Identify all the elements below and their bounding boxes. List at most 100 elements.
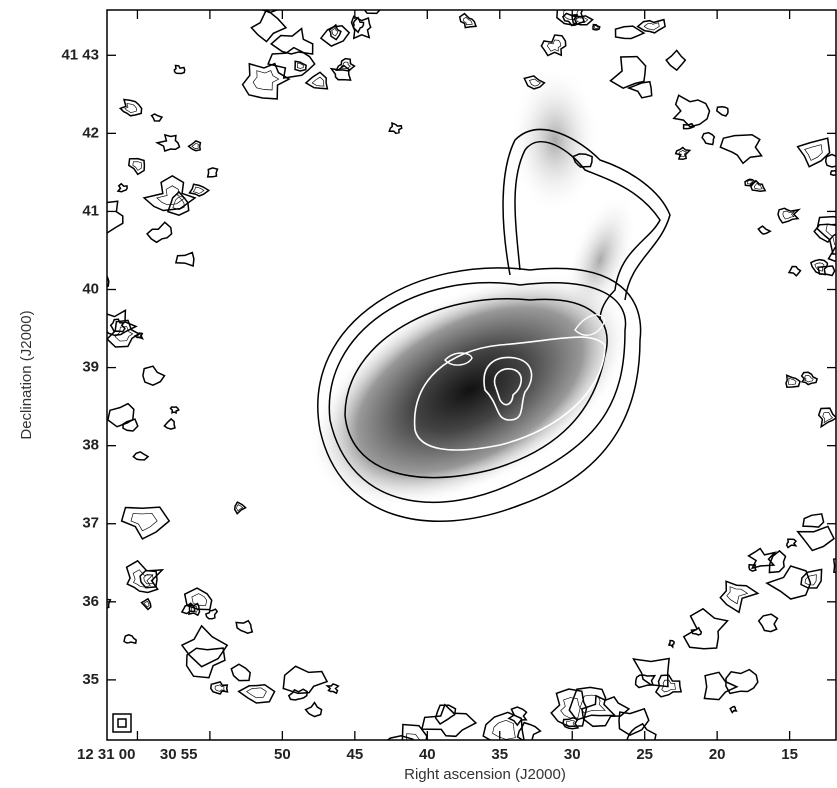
contour <box>782 210 796 220</box>
contour <box>136 333 142 338</box>
contour <box>294 60 307 72</box>
y-tick-label: 35 <box>82 671 99 688</box>
contour <box>304 701 323 718</box>
contour <box>777 207 802 224</box>
contour <box>319 25 351 47</box>
contour <box>632 657 670 688</box>
y-tick-label: 37 <box>82 515 99 532</box>
contour <box>188 183 211 197</box>
contour <box>124 103 137 113</box>
contour <box>561 12 579 27</box>
contour <box>825 223 836 246</box>
contour <box>563 10 579 21</box>
contour <box>507 706 528 727</box>
contour <box>492 719 516 740</box>
contour <box>562 717 580 730</box>
contour <box>143 600 150 608</box>
contour <box>206 167 219 178</box>
y-tick-label: 41 <box>82 202 99 219</box>
contour <box>95 223 99 227</box>
contour <box>173 64 186 75</box>
contour <box>139 569 158 589</box>
contour <box>287 688 308 701</box>
contour <box>560 697 581 719</box>
contour <box>192 186 205 194</box>
contour <box>118 98 143 117</box>
contour <box>550 688 588 728</box>
contour <box>236 504 244 512</box>
contour <box>726 586 749 605</box>
contour <box>127 157 146 176</box>
contour <box>93 221 101 228</box>
contour <box>107 319 141 348</box>
contour <box>568 686 617 721</box>
contour <box>719 133 763 165</box>
contour <box>682 122 696 130</box>
contour <box>817 407 836 429</box>
contour <box>528 78 542 87</box>
contour <box>796 137 831 168</box>
contour <box>804 374 814 383</box>
contour <box>832 557 836 574</box>
contour <box>297 62 304 69</box>
contour <box>618 707 650 737</box>
beam <box>117 718 127 728</box>
contour <box>725 668 759 695</box>
contour <box>191 142 199 150</box>
contour <box>107 200 124 234</box>
y-tick-label: 39 <box>82 359 99 376</box>
y-tick-label: 36 <box>82 593 99 610</box>
y-tick-label: 41 43 <box>61 46 99 63</box>
contour <box>796 525 835 552</box>
contour <box>643 22 660 31</box>
contour <box>174 251 195 268</box>
x-tick-label: 20 <box>709 746 726 763</box>
contour <box>594 25 599 29</box>
contour <box>434 704 457 726</box>
contour <box>626 80 653 99</box>
contour <box>572 153 593 168</box>
contour <box>747 547 778 570</box>
contour <box>235 619 254 634</box>
contour <box>61 297 92 322</box>
x-tick-label: 30 55 <box>160 746 198 763</box>
contour <box>827 245 836 263</box>
contour <box>132 569 154 588</box>
contour <box>133 332 144 340</box>
contour <box>154 133 181 152</box>
contour <box>205 608 219 620</box>
contour <box>574 314 606 336</box>
contour <box>150 113 164 122</box>
contour <box>120 506 171 540</box>
contour <box>123 633 138 645</box>
y-axis-title: Declination (J2000) <box>18 310 35 439</box>
contour <box>813 223 836 244</box>
x-tick-label: 45 <box>346 746 363 763</box>
contour <box>107 601 108 604</box>
contour <box>765 565 812 600</box>
contour <box>674 146 692 161</box>
contour <box>514 140 661 321</box>
contour <box>267 46 316 79</box>
contour <box>785 374 801 388</box>
contour <box>750 179 767 193</box>
x-tick-label: 35 <box>491 746 508 763</box>
contour <box>757 613 779 633</box>
contour <box>363 10 381 15</box>
contour <box>210 681 229 695</box>
contour <box>98 580 105 584</box>
contour <box>331 27 339 37</box>
x-tick-label: 50 <box>274 746 291 763</box>
contour <box>109 318 126 333</box>
contour <box>125 559 165 594</box>
contour <box>814 262 825 272</box>
contour <box>787 377 797 385</box>
contour <box>540 34 567 57</box>
contour <box>38 268 54 281</box>
contour <box>482 711 525 740</box>
contour <box>389 742 407 757</box>
contour <box>311 76 325 87</box>
contour <box>483 356 533 421</box>
contour <box>329 64 352 81</box>
